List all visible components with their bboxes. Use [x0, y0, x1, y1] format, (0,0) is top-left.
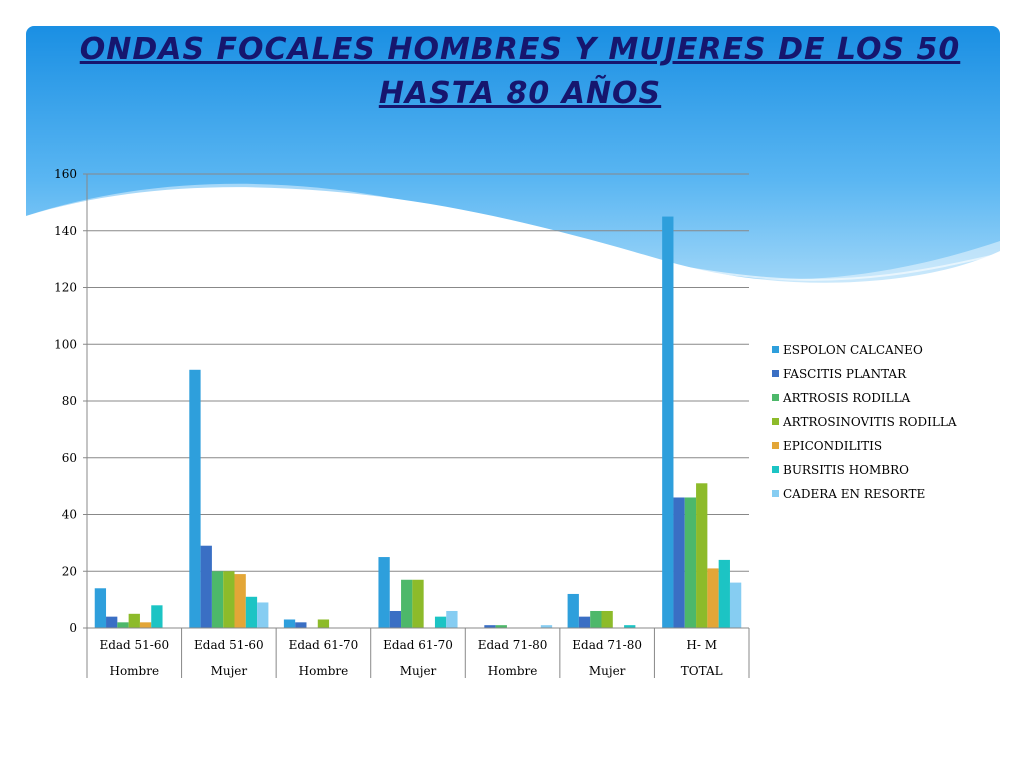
bar: [139, 622, 152, 628]
bar: [718, 559, 730, 628]
legend-label: ESPOLON CALCANEO: [783, 343, 923, 357]
y-tick-label: 0: [69, 621, 77, 635]
bar: [484, 625, 496, 628]
y-tick-label: 100: [54, 337, 77, 351]
bar: [389, 610, 402, 628]
bar: [578, 616, 591, 628]
x-group-label: Mujer: [211, 664, 248, 678]
slide-header-background: [26, 26, 1000, 286]
legend-swatch: [772, 394, 779, 401]
legend-label: ARTROSINOVITIS RODILLA: [782, 415, 957, 429]
legend-swatch: [772, 466, 779, 473]
chart-legend: ESPOLON CALCANEO FASCITIS PLANTAR ARTROSIS…: [772, 343, 957, 501]
legend-label: FASCITIS PLANTAR: [783, 367, 907, 381]
y-tick-label: 40: [62, 508, 77, 522]
bar: [707, 568, 719, 628]
bar: [117, 622, 129, 628]
legend-swatch: [772, 418, 779, 425]
y-tick-label: 80: [62, 394, 77, 408]
bar: [567, 593, 579, 628]
y-tick-label: 20: [62, 564, 77, 578]
bar: [590, 610, 602, 628]
bar: [540, 625, 553, 628]
bar: [401, 579, 413, 628]
bar: [151, 605, 163, 628]
y-tick-label: 140: [54, 224, 77, 238]
x-group-label: Hombre: [299, 664, 349, 678]
y-tick-label: 160: [54, 167, 77, 181]
bar: [257, 602, 269, 628]
x-group-label: Hombre: [109, 664, 159, 678]
bar: [434, 616, 447, 628]
bar: [624, 625, 636, 628]
bar: [495, 625, 507, 628]
bar: [245, 596, 258, 628]
header-wave-graphic: [26, 26, 1000, 286]
bar: [684, 497, 697, 628]
legend-label: EPICONDILITIS: [783, 439, 882, 453]
bar: [106, 616, 118, 628]
x-category-label: Edad 51-60: [99, 638, 169, 652]
x-group-label: Mujer: [589, 664, 626, 678]
bar: [200, 545, 212, 628]
x-category-label: Edad 51-60: [194, 638, 264, 652]
x-group-label: TOTAL: [681, 664, 723, 678]
bar: [729, 582, 742, 628]
bar: [223, 571, 235, 628]
bar: [378, 557, 390, 628]
bar: [696, 483, 708, 628]
y-tick-label: 60: [62, 451, 77, 465]
chart-axes: 0 20 40 60 80 100 120 140 160 Edad 51-60 Hombre Eda…: [54, 167, 750, 678]
bar: [283, 619, 296, 628]
bar: [446, 610, 458, 628]
chart-bars: [94, 216, 742, 628]
legend-label: BURSITIS HOMBRO: [783, 463, 909, 477]
legend-label: ARTROSIS RODILLA: [782, 391, 911, 405]
bar: [189, 369, 201, 628]
x-category-label: Edad 71-80: [478, 638, 548, 652]
x-category-label: Edad 61-70: [383, 638, 453, 652]
legend-swatch: [772, 346, 779, 353]
bar: [234, 574, 246, 628]
legend-swatch: [772, 490, 779, 497]
page-title: ONDAS FOCALES HOMBRES Y MUJERES DE LOS 5…: [79, 32, 961, 111]
bar: [673, 497, 685, 628]
x-category-label: H- M: [686, 638, 717, 652]
bar: [412, 579, 424, 628]
legend-swatch: [772, 442, 779, 449]
bar: [601, 610, 613, 628]
bar: [128, 613, 140, 628]
bar: [94, 588, 107, 628]
bar: [295, 622, 307, 628]
x-group-label: Mujer: [400, 664, 437, 678]
chart-gridlines: [87, 173, 749, 629]
bar: [211, 571, 224, 628]
y-tick-label: 120: [54, 281, 77, 295]
legend-swatch: [772, 370, 779, 377]
x-category-label: Edad 71-80: [572, 638, 642, 652]
x-category-label: Edad 61-70: [289, 638, 359, 652]
bar: [662, 216, 674, 628]
x-group-label: Hombre: [488, 664, 538, 678]
legend-label: CADERA EN RESORTE: [783, 487, 925, 501]
bar: [317, 619, 330, 628]
